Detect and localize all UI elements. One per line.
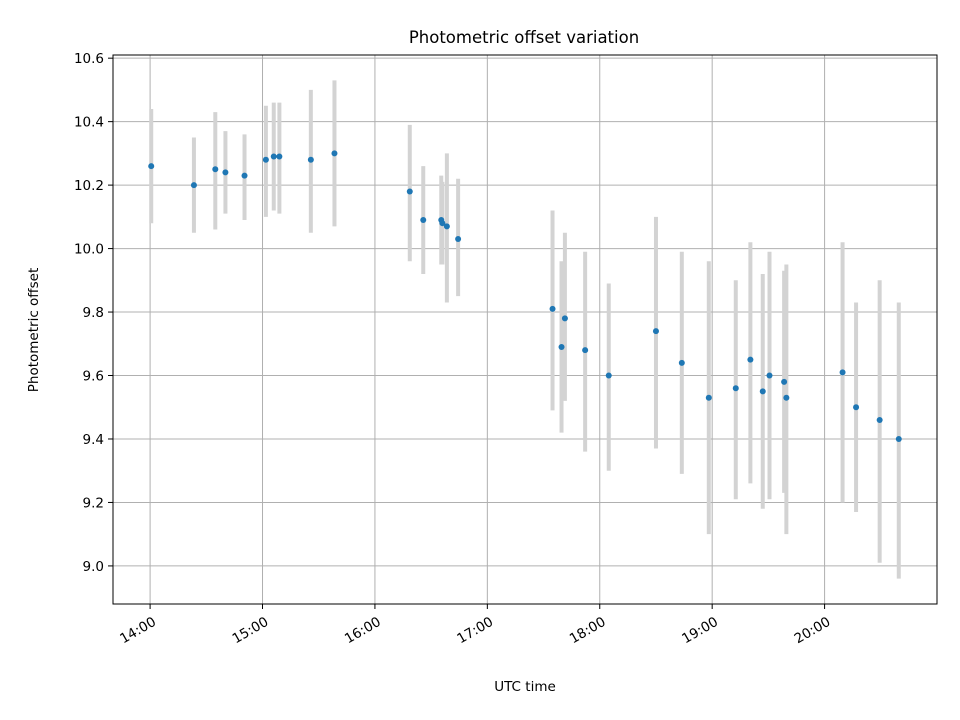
y-tick-label: 10.6: [74, 51, 104, 67]
data-point: [783, 394, 790, 401]
data-point: [705, 394, 712, 401]
data-point: [148, 163, 155, 170]
data-point: [582, 347, 589, 354]
x-axis-label: UTC time: [494, 679, 556, 695]
data-point: [406, 188, 413, 195]
y-tick-label: 10.2: [74, 178, 104, 194]
y-tick-label: 10.0: [74, 242, 104, 258]
point-layer: [148, 150, 902, 442]
data-point: [558, 343, 565, 350]
data-point: [876, 416, 883, 423]
y-axis: 9.0 9.2 9.4 9.6 9.8 10.0 10.2 10.4 10.6: [74, 51, 113, 575]
grid-layer: [113, 55, 937, 604]
y-tick-label: 9.4: [83, 432, 104, 448]
data-point: [561, 315, 568, 322]
y-tick-label: 10.4: [74, 115, 104, 131]
y-tick-label: 9.6: [83, 369, 104, 385]
data-point: [766, 372, 773, 379]
data-point: [455, 236, 462, 243]
data-point: [839, 369, 846, 376]
data-point: [747, 356, 754, 363]
data-point: [605, 372, 612, 379]
data-point: [190, 182, 197, 189]
data-point: [895, 435, 902, 442]
data-point: [439, 220, 446, 227]
data-point: [331, 150, 338, 157]
data-point: [678, 359, 685, 366]
data-point: [222, 169, 229, 176]
data-point: [853, 404, 860, 411]
y-tick-label: 9.2: [83, 495, 104, 511]
data-point: [549, 305, 556, 312]
data-point: [212, 166, 219, 173]
data-point: [276, 153, 283, 160]
data-point: [652, 328, 659, 335]
data-point: [781, 378, 788, 385]
y-axis-label: Photometric offset: [26, 268, 42, 392]
data-point: [759, 388, 766, 395]
plot-frame: [112, 54, 938, 605]
data-point: [443, 223, 450, 230]
data-point: [262, 156, 269, 163]
y-tick-label: 9.8: [83, 305, 104, 321]
data-point: [270, 153, 277, 160]
data-point: [307, 156, 314, 163]
data-point: [241, 172, 248, 179]
y-tick-label: 9.0: [83, 559, 104, 575]
chart-title: Photometric offset variation: [409, 28, 639, 47]
data-point: [420, 217, 427, 224]
data-point: [732, 385, 739, 392]
